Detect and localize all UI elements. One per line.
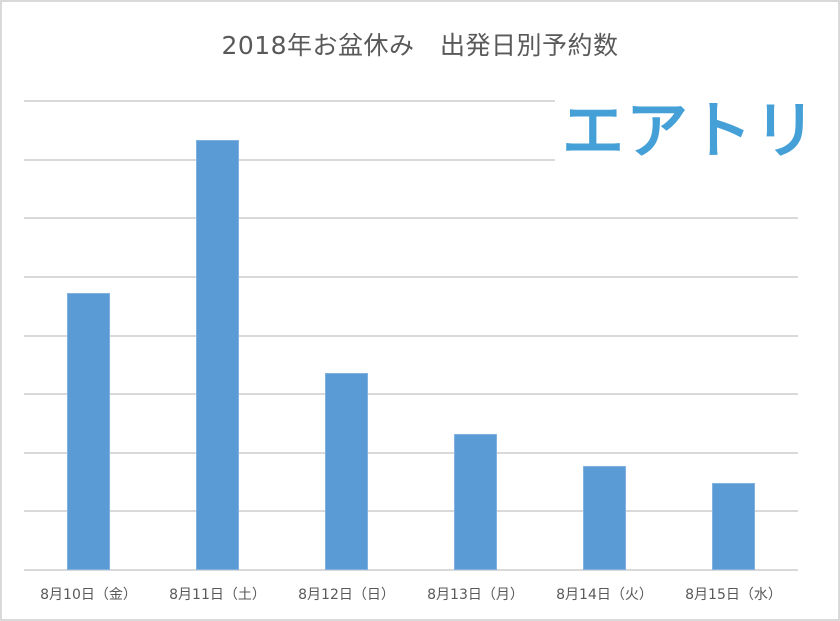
gridline — [24, 158, 798, 161]
gridline — [24, 275, 798, 278]
gridline — [24, 510, 798, 513]
bar — [67, 292, 110, 570]
bar — [583, 466, 626, 570]
gridline — [24, 393, 798, 396]
x-axis-labels: 8月10日（金） 8月11日（土） 8月12日（日） 8月13日（月） 8月14日（火）… — [24, 584, 798, 608]
x-axis-label: 8月13日（月） — [427, 587, 524, 603]
x-axis-label: 8月10日（金） — [40, 587, 137, 603]
gridline — [24, 569, 798, 571]
gridline — [24, 217, 798, 220]
gridline — [24, 100, 798, 102]
airtrip-logo: エアトリ — [562, 94, 819, 167]
bar — [712, 483, 755, 570]
x-axis-label: 8月15日（水） — [685, 587, 782, 603]
logo-background — [555, 94, 810, 166]
gridline — [24, 451, 798, 454]
bar — [325, 373, 368, 570]
gridline — [24, 334, 798, 337]
chart-title: 2018年お盆休み 出発日別予約数 — [221, 31, 619, 60]
x-axis-label: 8月14日（火） — [556, 587, 653, 603]
bar — [454, 434, 497, 570]
x-axis-label: 8月12日（日） — [298, 587, 395, 603]
plot-area — [24, 100, 798, 571]
x-axis-label: 8月11日（土） — [169, 587, 266, 603]
bar — [196, 139, 239, 570]
